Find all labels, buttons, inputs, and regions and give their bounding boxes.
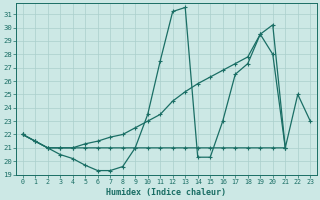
X-axis label: Humidex (Indice chaleur): Humidex (Indice chaleur) <box>107 188 227 197</box>
